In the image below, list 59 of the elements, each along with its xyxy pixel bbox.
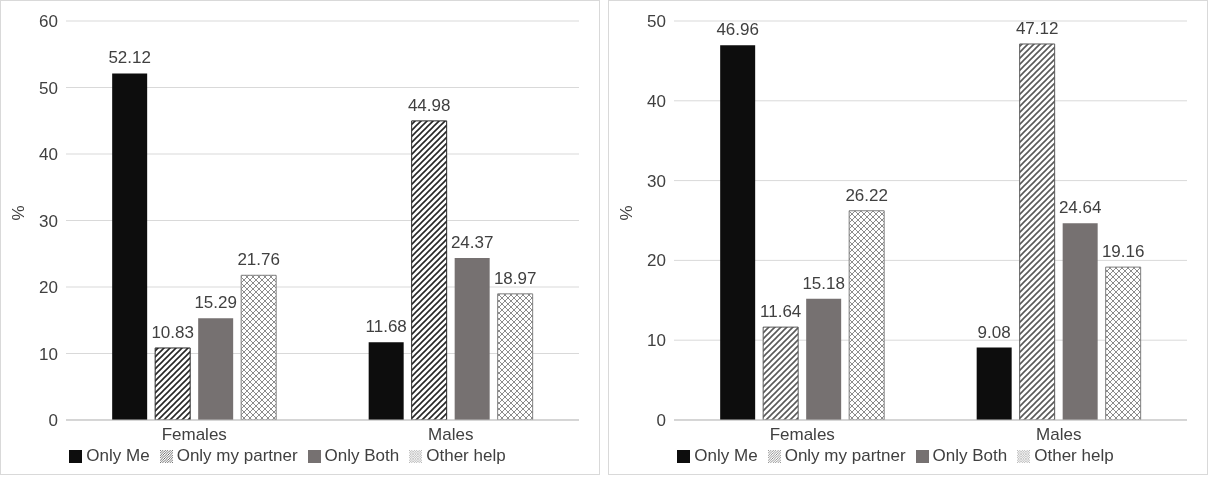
bar bbox=[368, 342, 404, 420]
bar bbox=[411, 120, 448, 420]
bar bbox=[720, 45, 756, 420]
data-label: 47.12 bbox=[1015, 18, 1059, 38]
y-tick-label: 10 bbox=[647, 331, 666, 351]
x-tick-label: Females bbox=[769, 425, 835, 445]
data-label: 44.98 bbox=[407, 95, 451, 115]
y-tick-label: 50 bbox=[647, 12, 666, 32]
bar bbox=[497, 293, 534, 420]
data-label: 10.83 bbox=[151, 322, 194, 342]
y-tick-label: 40 bbox=[647, 91, 666, 111]
data-label: 26.22 bbox=[845, 185, 888, 205]
legend-label: Only Both bbox=[324, 446, 400, 465]
bar bbox=[1062, 223, 1098, 420]
bar bbox=[112, 73, 148, 420]
bar bbox=[1019, 43, 1056, 420]
data-label: 19.16 bbox=[1101, 242, 1145, 262]
legend-label: Only my partner bbox=[176, 446, 298, 465]
data-label: 46.96 bbox=[716, 20, 759, 40]
data-label: 15.29 bbox=[194, 293, 237, 313]
data-label: 21.76 bbox=[237, 250, 280, 270]
y-tick-label: 50 bbox=[39, 78, 58, 98]
data-label: 52.12 bbox=[108, 48, 151, 68]
y-tick-label: 10 bbox=[39, 344, 58, 364]
y-tick-label: 60 bbox=[39, 12, 58, 32]
legend-label: Other help bbox=[1034, 446, 1114, 465]
y-axis-title: % bbox=[617, 205, 637, 221]
data-label: 9.08 bbox=[977, 322, 1011, 342]
y-tick-label: 30 bbox=[39, 211, 58, 231]
y-axis-title: % bbox=[9, 205, 29, 221]
y-tick-label: 30 bbox=[647, 171, 666, 191]
y-tick-label: 0 bbox=[656, 411, 666, 431]
bar bbox=[762, 326, 799, 420]
legend-label: Other help bbox=[426, 446, 506, 465]
x-tick-label: Females bbox=[161, 425, 227, 445]
data-label: 15.18 bbox=[802, 273, 845, 293]
bar bbox=[154, 347, 191, 420]
y-tick-label: 0 bbox=[48, 411, 58, 431]
legend-label: Only Me bbox=[86, 446, 150, 465]
legend-label: Only my partner bbox=[784, 446, 906, 465]
legend-label: Only Me bbox=[694, 446, 758, 465]
data-label: 18.97 bbox=[493, 268, 537, 288]
data-label: 11.68 bbox=[365, 317, 407, 337]
x-tick-label: Males bbox=[1036, 425, 1082, 445]
data-label: 24.37 bbox=[450, 232, 494, 252]
data-label: 24.64 bbox=[1058, 198, 1102, 218]
y-tick-label: 20 bbox=[39, 278, 58, 298]
bar bbox=[806, 298, 842, 420]
bar bbox=[976, 347, 1012, 420]
data-label: 11.64 bbox=[760, 302, 802, 322]
bar bbox=[198, 318, 234, 420]
y-tick-label: 40 bbox=[39, 145, 58, 165]
bar bbox=[848, 210, 885, 420]
bar bbox=[1105, 266, 1142, 420]
bar bbox=[240, 274, 277, 420]
bar bbox=[454, 257, 490, 420]
legend-label: Only Both bbox=[932, 446, 1008, 465]
y-tick-label: 20 bbox=[647, 251, 666, 271]
x-tick-label: Males bbox=[428, 425, 474, 445]
